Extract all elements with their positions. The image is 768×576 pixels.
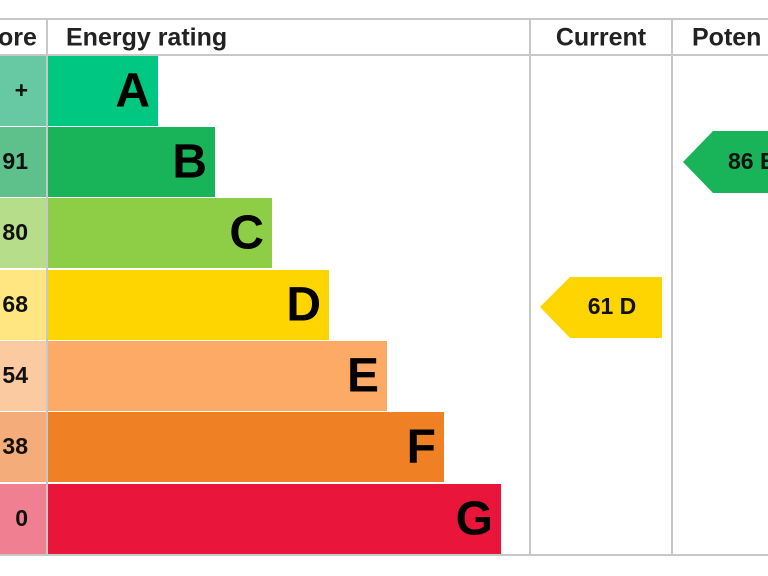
score-cell [0,484,47,554]
score-cell [0,412,47,482]
score-range: 68 [2,291,28,317]
score-range: 80 [2,219,28,245]
rating-bar [47,484,501,554]
score-range: 0 [15,505,28,531]
score-range: + [15,77,28,103]
rating-letter: D [286,279,321,332]
rating-bar [47,198,272,268]
rating-header: Energy rating [66,24,227,52]
potential-header: Poten [692,24,761,52]
rating-letter: G [456,493,493,546]
score-range: 38 [2,433,28,459]
rating-letter: E [347,350,379,403]
potential-arrow [683,131,768,193]
rating-letter: A [115,65,150,118]
current-arrow [540,277,662,338]
score-header: ore [0,24,37,52]
score-range: 54 [2,362,28,388]
rating-letter: B [172,136,207,189]
current-rating: 61 D [588,293,637,319]
table-frame [0,18,768,556]
score-cell [0,127,47,197]
rating-bar [47,56,158,126]
score-cell [0,198,47,268]
current-header: Current [556,24,647,52]
score-cell [0,270,47,340]
rating-bar [47,341,387,411]
rating-letter: C [229,207,264,260]
rating-bar [47,127,215,197]
score-cell [0,341,47,411]
score-range: 91 [2,148,28,174]
score-cell [0,56,47,126]
rating-letter: F [407,421,436,474]
rating-bar [47,270,329,340]
rating-bar [47,412,444,482]
potential-rating: 86 B [728,148,768,174]
